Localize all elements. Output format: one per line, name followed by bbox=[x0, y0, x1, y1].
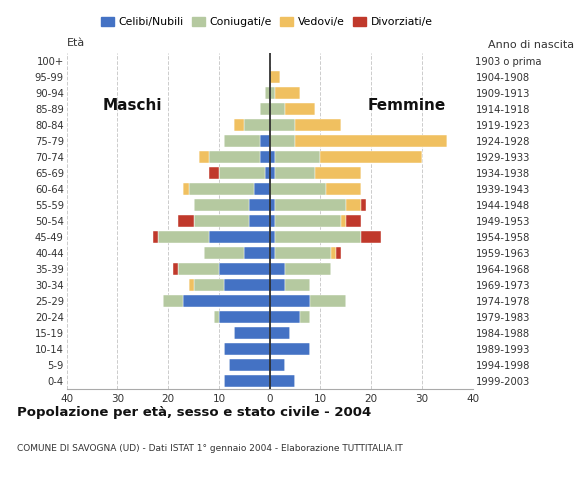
Bar bbox=[270, 103, 285, 115]
Bar bbox=[270, 263, 285, 275]
Bar bbox=[224, 343, 270, 355]
Bar bbox=[249, 215, 270, 227]
Bar bbox=[224, 135, 260, 147]
Bar bbox=[270, 215, 275, 227]
Bar bbox=[209, 167, 219, 179]
Bar bbox=[270, 199, 275, 211]
Text: Femmine: Femmine bbox=[368, 98, 446, 113]
Bar bbox=[234, 119, 244, 131]
Bar bbox=[244, 247, 270, 259]
Bar bbox=[219, 311, 270, 323]
Bar bbox=[209, 151, 260, 163]
Bar bbox=[270, 151, 275, 163]
Bar bbox=[285, 279, 310, 291]
Bar bbox=[270, 167, 275, 179]
Bar bbox=[346, 199, 361, 211]
Bar bbox=[183, 295, 270, 307]
Bar bbox=[275, 87, 300, 99]
Bar bbox=[270, 87, 275, 99]
Bar bbox=[188, 279, 194, 291]
Bar bbox=[229, 359, 270, 371]
Text: Maschi: Maschi bbox=[103, 98, 162, 113]
Bar bbox=[204, 247, 244, 259]
Bar bbox=[270, 375, 295, 387]
Bar bbox=[316, 167, 361, 179]
Bar bbox=[270, 279, 285, 291]
Bar bbox=[325, 183, 361, 195]
Bar bbox=[224, 375, 270, 387]
Bar bbox=[260, 151, 270, 163]
Bar bbox=[194, 215, 249, 227]
Bar bbox=[244, 119, 270, 131]
Bar bbox=[275, 199, 346, 211]
Bar bbox=[255, 183, 270, 195]
Bar bbox=[270, 119, 295, 131]
Bar bbox=[264, 87, 270, 99]
Bar bbox=[183, 183, 188, 195]
Bar bbox=[173, 263, 178, 275]
Bar bbox=[270, 311, 300, 323]
Bar bbox=[346, 215, 361, 227]
Bar bbox=[219, 263, 270, 275]
Bar bbox=[194, 279, 224, 291]
Text: COMUNE DI SAVOGNA (UD) - Dati ISTAT 1° gennaio 2004 - Elaborazione TUTTITALIA.IT: COMUNE DI SAVOGNA (UD) - Dati ISTAT 1° g… bbox=[17, 444, 403, 453]
Bar bbox=[275, 231, 361, 243]
Text: Popolazione per età, sesso e stato civile - 2004: Popolazione per età, sesso e stato civil… bbox=[17, 406, 372, 419]
Bar bbox=[285, 263, 331, 275]
Bar bbox=[194, 199, 249, 211]
Bar bbox=[285, 103, 316, 115]
Bar bbox=[295, 119, 341, 131]
Bar bbox=[198, 151, 209, 163]
Bar bbox=[320, 151, 422, 163]
Bar bbox=[270, 231, 275, 243]
Bar bbox=[295, 135, 447, 147]
Bar bbox=[300, 311, 310, 323]
Text: Età: Età bbox=[67, 38, 85, 48]
Bar bbox=[264, 167, 270, 179]
Bar bbox=[224, 279, 270, 291]
Bar bbox=[275, 215, 341, 227]
Legend: Celibi/Nubili, Coniugati/e, Vedovi/e, Divorziati/e: Celibi/Nubili, Coniugati/e, Vedovi/e, Di… bbox=[97, 12, 437, 31]
Bar bbox=[270, 327, 290, 339]
Bar bbox=[361, 199, 366, 211]
Bar bbox=[260, 135, 270, 147]
Bar bbox=[341, 215, 346, 227]
Bar bbox=[310, 295, 346, 307]
Bar bbox=[270, 247, 275, 259]
Bar bbox=[275, 151, 320, 163]
Bar bbox=[209, 231, 270, 243]
Bar bbox=[214, 311, 219, 323]
Bar bbox=[331, 247, 336, 259]
Bar bbox=[219, 167, 264, 179]
Bar bbox=[153, 231, 158, 243]
Bar bbox=[158, 231, 209, 243]
Bar bbox=[249, 199, 270, 211]
Bar bbox=[234, 327, 270, 339]
Bar bbox=[275, 247, 331, 259]
Bar bbox=[270, 183, 325, 195]
Bar bbox=[275, 167, 316, 179]
Bar bbox=[163, 295, 183, 307]
Bar bbox=[361, 231, 382, 243]
Text: Anno di nascita: Anno di nascita bbox=[488, 40, 574, 50]
Bar bbox=[336, 247, 341, 259]
Bar bbox=[260, 103, 270, 115]
Bar bbox=[270, 71, 280, 83]
Bar bbox=[270, 135, 295, 147]
Bar bbox=[270, 359, 285, 371]
Bar bbox=[270, 295, 310, 307]
Bar bbox=[270, 343, 310, 355]
Bar bbox=[179, 215, 194, 227]
Bar bbox=[188, 183, 255, 195]
Bar bbox=[179, 263, 219, 275]
